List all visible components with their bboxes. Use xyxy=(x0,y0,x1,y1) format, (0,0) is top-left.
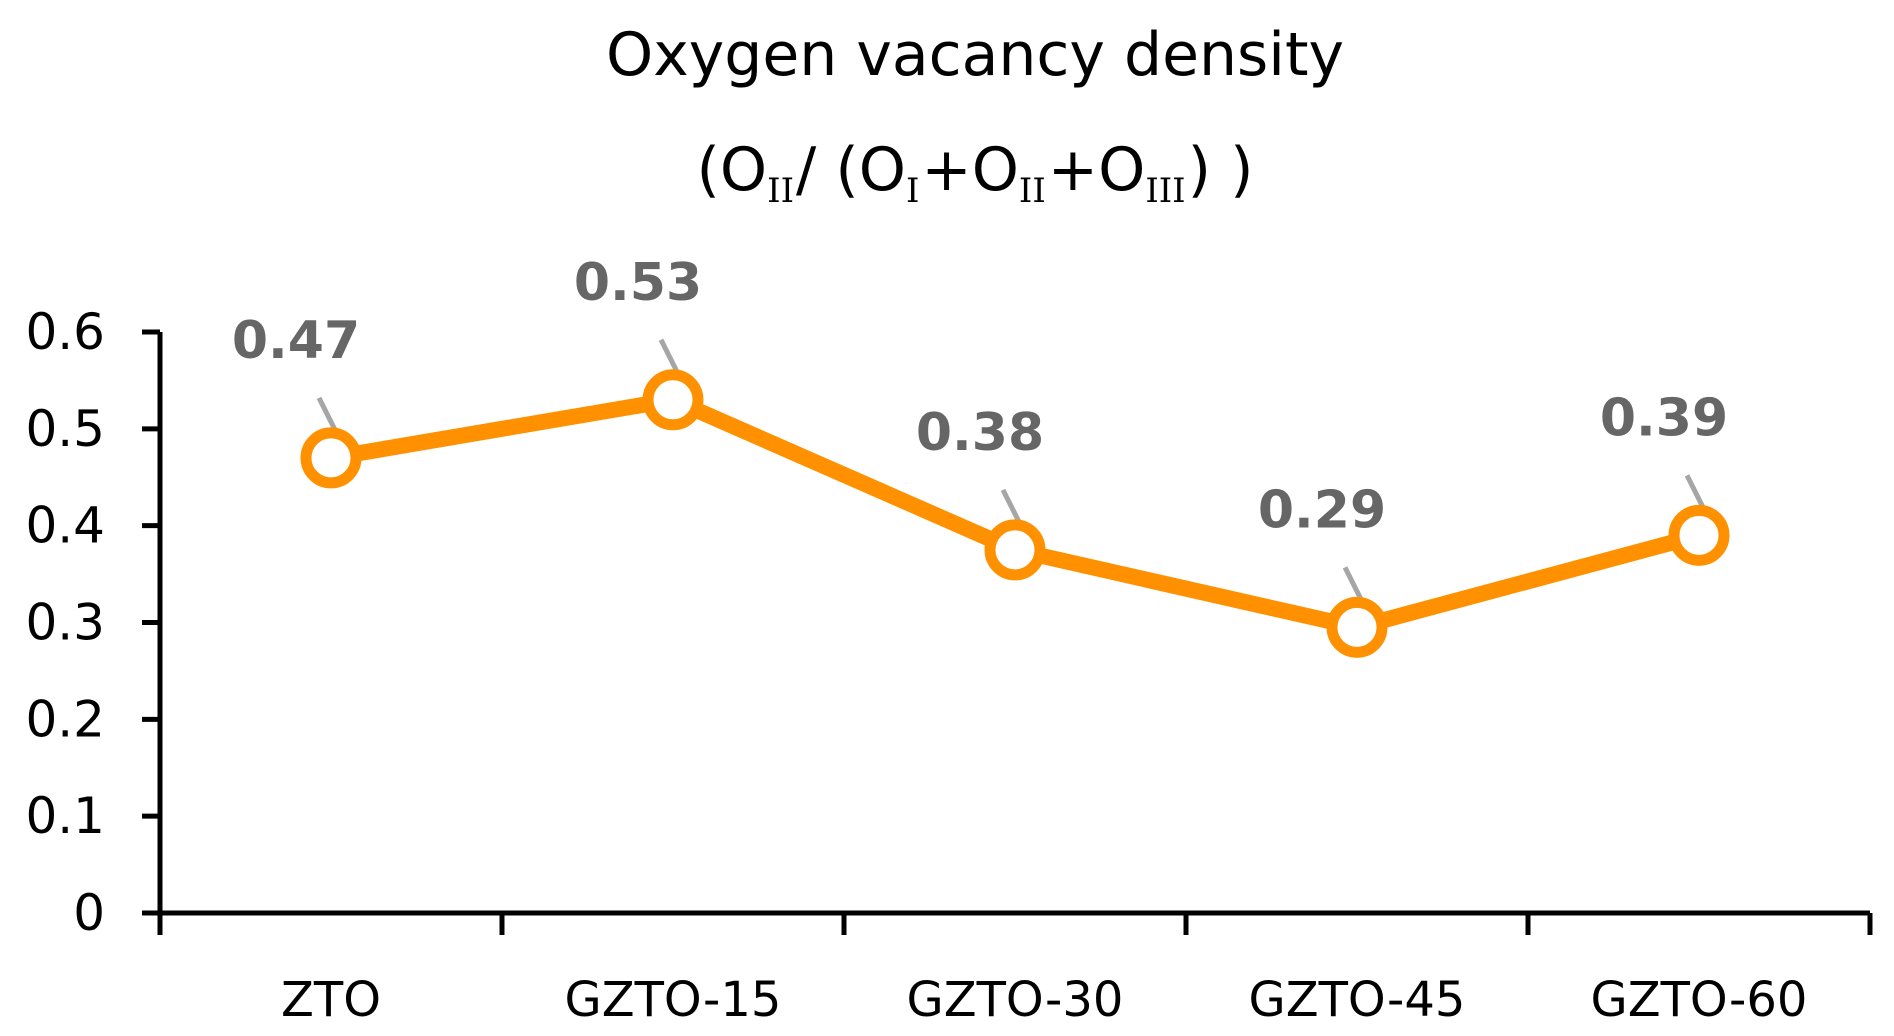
x-tick-label: GZTO-45 xyxy=(1249,972,1466,1028)
subtitle-part: O xyxy=(859,135,906,205)
data-label: 0.38 xyxy=(916,403,1044,463)
leader-line xyxy=(658,338,680,373)
x-tick-label: GZTO-30 xyxy=(907,972,1124,1028)
leader-line xyxy=(316,396,338,432)
data-point xyxy=(1668,504,1730,566)
subtitle-part: / ( xyxy=(796,135,859,205)
y-tick-label: 0.4 xyxy=(25,497,105,555)
x-tick-label: ZTO xyxy=(281,972,381,1028)
subtitle-part: O xyxy=(720,135,767,205)
series-line xyxy=(300,369,1730,658)
y-tick-label: 0 xyxy=(73,884,105,942)
leader-line xyxy=(1342,566,1364,601)
subtitle-subscript: II xyxy=(767,171,794,211)
chart-subtitle: (OII / (OI +OII +OIII ) ) xyxy=(697,135,1254,211)
subtitle-part: O xyxy=(972,135,1019,205)
subtitle-part: O xyxy=(1098,135,1145,205)
y-tick-label: 0.5 xyxy=(25,400,105,458)
subtitle-part: + xyxy=(1048,135,1098,205)
data-label: 0.29 xyxy=(1258,480,1386,540)
subtitle-part: + xyxy=(921,135,971,205)
leader-line xyxy=(1000,488,1022,523)
chart-title: Oxygen vacancy density xyxy=(606,20,1344,90)
data-point xyxy=(984,519,1046,581)
y-tick-label: 0.3 xyxy=(25,594,105,652)
data-point xyxy=(642,369,704,431)
subtitle-subscript: III xyxy=(1145,171,1185,211)
data-point xyxy=(1326,596,1388,658)
data-point xyxy=(300,427,362,489)
y-tick-label: 0.1 xyxy=(25,787,105,845)
data-labels: 0.47 0.53 0.38 0.29 0.39 xyxy=(232,253,1728,541)
subtitle-part: ) ) xyxy=(1188,135,1254,205)
subtitle-subscript: I xyxy=(906,171,919,211)
subtitle-paren: ( xyxy=(697,135,720,205)
data-label: 0.47 xyxy=(232,311,360,371)
leader-line xyxy=(1684,474,1706,509)
y-tick-label: 0.6 xyxy=(25,303,105,361)
y-tick-label: 0.2 xyxy=(25,690,105,748)
x-tick-label: GZTO-15 xyxy=(565,972,782,1028)
data-label: 0.39 xyxy=(1600,388,1728,448)
x-tick-label: GZTO-60 xyxy=(1591,972,1808,1028)
subtitle-subscript: II xyxy=(1019,171,1046,211)
axes: 0 0.1 0.2 0.3 0.4 0.5 0.6 ZTO GZTO-15 GZTO-30 GZTO… xyxy=(25,303,1873,1028)
data-label: 0.53 xyxy=(574,253,702,313)
leader-lines xyxy=(316,338,1706,601)
